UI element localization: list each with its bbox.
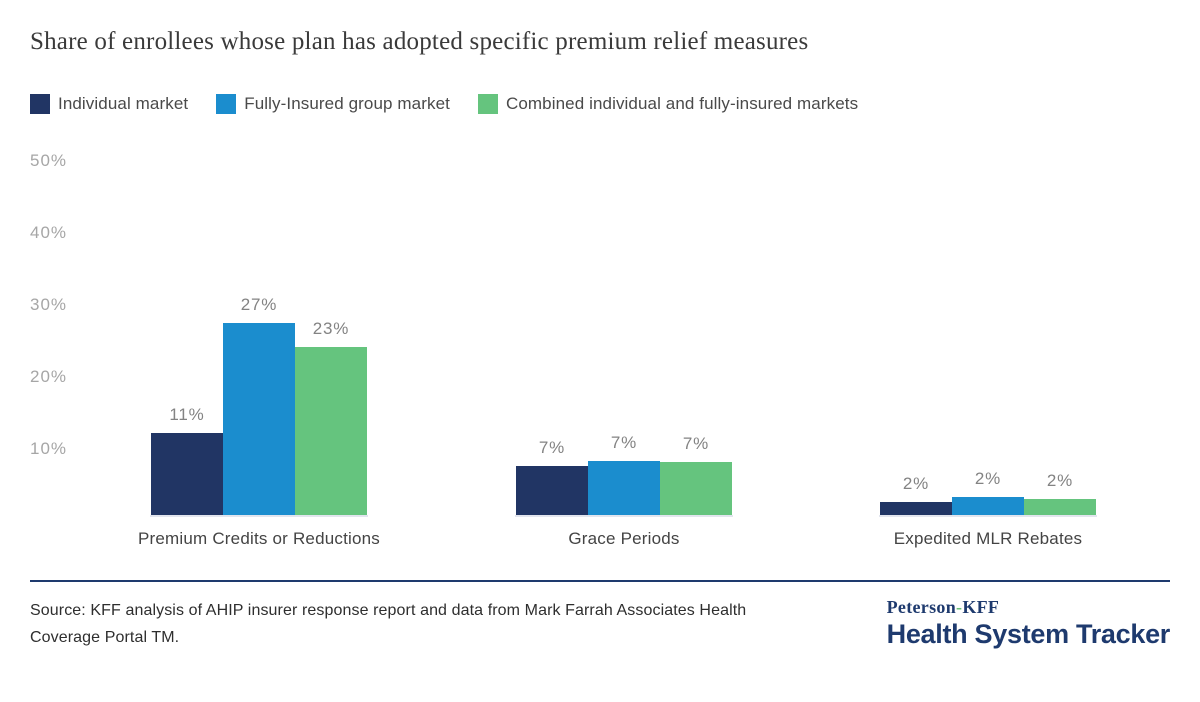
- legend-label: Fully-Insured group market: [244, 94, 450, 113]
- bar-group-baseline: [515, 515, 733, 517]
- category-label: Premium Credits or Reductions: [138, 529, 380, 548]
- bar-group-baseline: [879, 515, 1097, 517]
- footer-divider: [30, 580, 1170, 582]
- bar-value-label: 7%: [610, 433, 638, 452]
- bar: [588, 461, 660, 515]
- bar-group-baseline: [150, 515, 368, 517]
- bar: [295, 347, 367, 515]
- y-axis-label: 10%: [30, 439, 68, 458]
- logo-hyphen: -: [956, 597, 963, 617]
- legend-swatch: [216, 94, 237, 114]
- bar: [151, 432, 223, 515]
- legend-item: Fully-Insured group market: [216, 94, 450, 114]
- legend-item: Combined individual and fully-insured ma…: [477, 94, 859, 114]
- brand-logo: Peterson-KFF Health System Tracker: [886, 597, 1171, 650]
- legend-label: Individual market: [58, 94, 189, 113]
- bar-value-label: 11%: [169, 404, 205, 424]
- y-axis-label: 20%: [30, 367, 68, 386]
- y-axis-label: 40%: [30, 223, 68, 242]
- source-note: Source: KFF analysis of AHIP insurer res…: [30, 597, 746, 651]
- legend: Individual market Fully-Insured group mar…: [30, 94, 858, 114]
- legend-item: Individual market: [30, 94, 188, 114]
- bar-value-label: 7%: [682, 434, 710, 454]
- logo-peterson-text: Peterson: [886, 597, 957, 617]
- bar-value-label: 27%: [240, 294, 278, 314]
- logo-peterson-kff: Peterson-KFF: [887, 597, 1170, 618]
- bar-value-label: 23%: [312, 319, 350, 339]
- chart-title: Share of enrollees whose plan has adopte…: [30, 28, 809, 55]
- y-axis-label: 50%: [30, 151, 68, 170]
- bar: [223, 322, 295, 515]
- bar: [880, 502, 952, 515]
- bar: [1024, 499, 1096, 515]
- bar: [660, 462, 732, 515]
- bar-value-label: 7%: [538, 438, 566, 458]
- legend-swatch: [30, 94, 50, 114]
- source-line-1: Source: KFF analysis of AHIP insurer res…: [30, 602, 747, 619]
- legend-swatch: [477, 94, 498, 114]
- legend-label: Combined individual and fully-insured ma…: [505, 94, 859, 113]
- category-label: Expedited MLR Rebates: [893, 529, 1083, 548]
- y-axis-label: 30%: [30, 295, 68, 314]
- bar: [952, 497, 1024, 515]
- category-label: Grace Periods: [568, 529, 680, 548]
- source-line-2: Coverage Portal TM.: [30, 629, 180, 646]
- logo-kff-text: KFF: [962, 597, 1000, 617]
- bar: [516, 466, 588, 515]
- bar-value-label: 2%: [902, 474, 930, 494]
- bar-value-label: 2%: [974, 469, 1002, 488]
- bar-value-label: 2%: [1046, 471, 1074, 491]
- logo-health-system-tracker: Health System Tracker: [886, 619, 1171, 649]
